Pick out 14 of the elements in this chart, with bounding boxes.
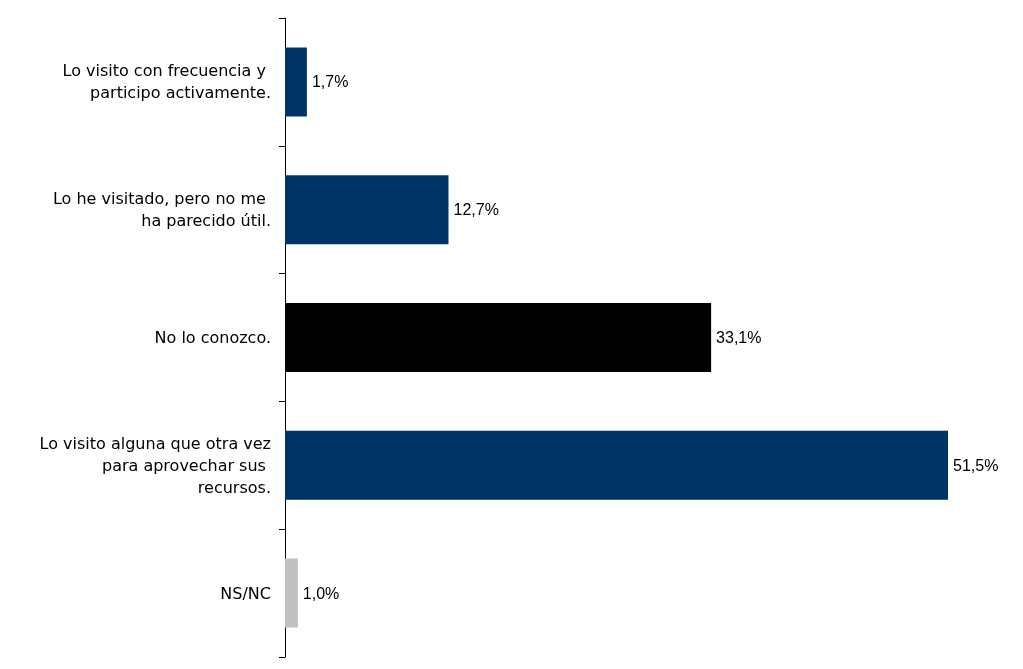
bar <box>285 47 307 117</box>
bar <box>285 558 298 628</box>
bar <box>285 430 948 500</box>
data-label: 33,1% <box>716 329 762 346</box>
y-tick-label: No lo conozco. <box>154 328 271 347</box>
y-tick-label: NS/NC <box>220 583 271 603</box>
data-label: 1,7% <box>311 73 349 91</box>
y-tick-label: Lo visito alguna que otra vez para aprovechar sus recursos. <box>39 433 271 497</box>
data-label: 51,5% <box>953 456 999 474</box>
bar <box>285 175 449 245</box>
y-tick-label: Lo visito con frecuencia y participo activamente. <box>62 61 271 103</box>
data-label: 12,7% <box>453 201 499 219</box>
data-label: 1,0% <box>302 584 340 602</box>
y-tick-label: Lo he visitado, pero no me ha parecido útil. <box>52 189 271 231</box>
